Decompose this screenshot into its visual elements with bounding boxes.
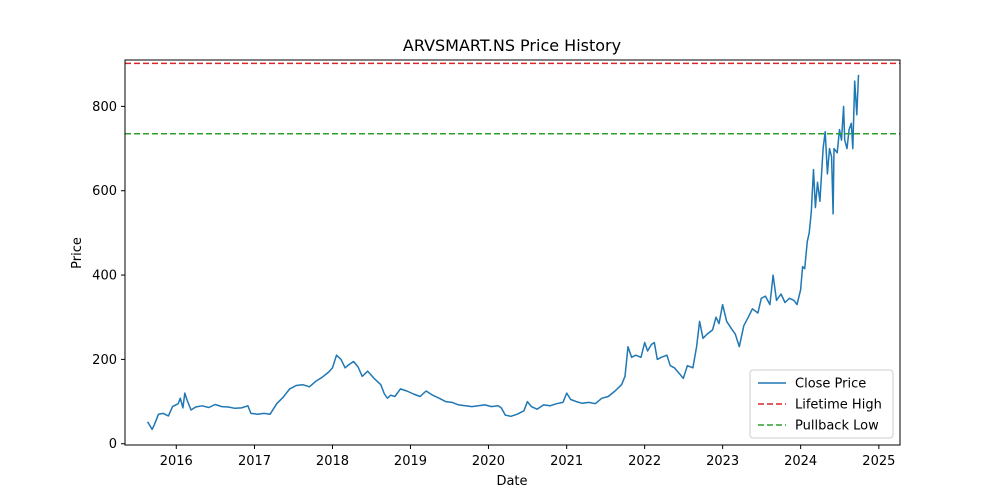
y-axis-label: Price (70, 237, 85, 269)
x-tick-label: 2021 (550, 454, 583, 469)
x-tick-label: 2020 (472, 454, 505, 469)
y-tick-label: 0 (109, 437, 117, 452)
axes-frame (124, 59, 901, 446)
y-tick-label: 200 (92, 353, 117, 368)
x-tick-label: 2025 (862, 454, 895, 469)
x-tick-label: 2024 (784, 454, 817, 469)
chart-title: ARVSMART.NS Price History (403, 36, 621, 55)
x-axis-ticks: 2016 2017 2018 2019 2020 2021 2022 2023 2024 2025 (160, 445, 895, 469)
x-tick-label: 2018 (316, 454, 349, 469)
x-tick-label: 2023 (706, 454, 739, 469)
legend-box (749, 369, 894, 439)
legend-label: Lifetime High (795, 398, 882, 413)
series-line-close-price (146, 74, 860, 431)
x-tick-label: 2022 (628, 454, 661, 469)
x-tick-label: 2017 (238, 454, 271, 469)
legend-label: Close Price (795, 377, 866, 392)
y-axis-ticks: 0 200 400 600 800 (92, 100, 125, 452)
legend-label: Pullback Low (795, 419, 879, 434)
legend: Close Price Lifetime High Pullback Low (749, 369, 894, 439)
x-axis-label: Date (496, 474, 527, 489)
y-tick-label: 400 (92, 269, 117, 284)
y-tick-label: 600 (92, 184, 117, 199)
x-tick-label: 2016 (160, 454, 193, 469)
x-tick-label: 2019 (394, 454, 427, 469)
y-tick-label: 800 (92, 100, 117, 115)
series-layer (125, 62, 900, 431)
